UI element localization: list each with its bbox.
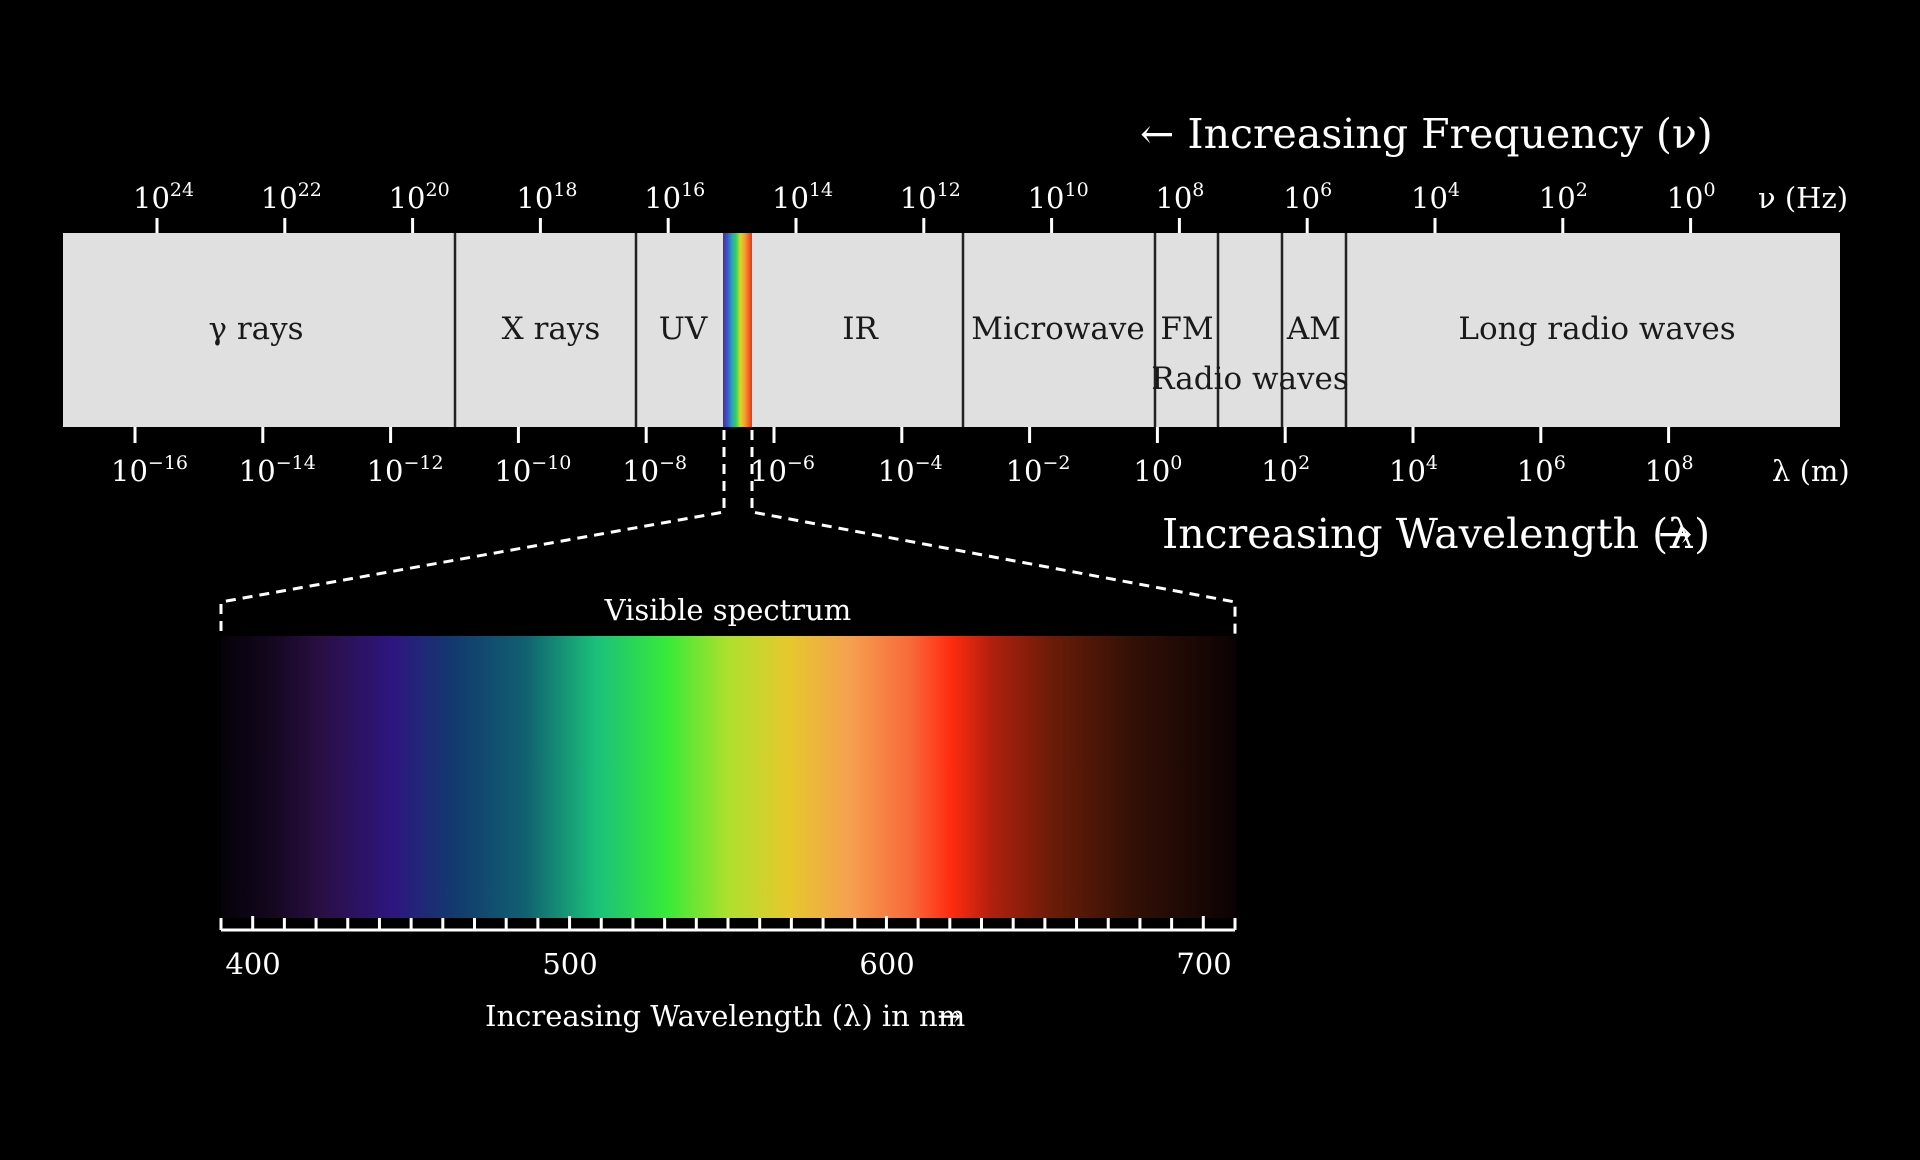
wavelength-tick-label: 10−4 [878,452,943,488]
wavelength-tick-label: 10−12 [367,452,444,488]
band-label-radio-waves: Radio waves [1151,361,1349,397]
wavelength-unit-label: λ (m) [1772,454,1850,488]
frequency-tick-label: 1018 [516,179,577,215]
zoom-line-right [750,430,1237,636]
wavelength-tick-label: 106 [1517,452,1566,488]
spectrum-band-strip: γ rays X rays UV IR Microwave FM AM Radi… [63,233,1840,427]
wavelength-tick-label: 102 [1261,452,1310,488]
visible-axis-arrow: → [937,999,961,1033]
frequency-tick-label: 102 [1539,179,1588,215]
wavelength-axis: 10−16 10−14 10−12 10−10 10−8 10−6 10−4 10−2 100 1… [111,427,1694,488]
wavelength-direction-arrow: → [1658,510,1692,558]
frequency-tick-label: 1022 [261,179,322,215]
frequency-tick-label: 1010 [1028,179,1089,215]
band-label-gamma-rays: γ rays [208,311,303,347]
wavelength-tick-label: 108 [1645,452,1694,488]
wavelength-tick-label: 10−14 [239,452,316,488]
wavelength-tick-label: 100 [1133,452,1182,488]
visible-tick-label-500: 500 [542,947,597,981]
visible-tick-label-600: 600 [859,947,914,981]
frequency-tick-label: 106 [1283,179,1332,215]
frequency-tick-label: 1020 [389,179,450,215]
visible-band-rainbow [723,233,752,427]
frequency-tick-label: 108 [1155,179,1204,215]
band-label-ir: IR [842,311,879,347]
visible-spectrum-gradient [221,636,1235,918]
frequency-tick-label: 1012 [900,179,961,215]
frequency-axis: 1024 1022 1020 1018 1016 1014 1012 1010 108 106 10… [133,179,1716,233]
band-label-x-rays: X rays [502,311,601,347]
band-label-uv: UV [659,311,708,347]
band-label-fm: FM [1160,311,1213,347]
zoom-line-left [219,430,726,636]
frequency-tick-label: 1014 [772,179,833,215]
frequency-tick-label: 104 [1411,179,1460,215]
frequency-direction-label: ← Increasing Frequency (ν) [1140,110,1713,158]
visible-wavelength-axis [219,916,1237,932]
wavelength-tick-label: 10−16 [111,452,188,488]
visible-axis-label: Increasing Wavelength (λ) in nm [485,999,965,1033]
frequency-tick-label: 1024 [133,179,194,215]
wavelength-tick-label: 10−2 [1006,452,1071,488]
wavelength-tick-label: 104 [1389,452,1438,488]
zoom-connector [219,430,1237,636]
visible-tick-label-400: 400 [225,947,280,981]
frequency-tick-label: 1016 [644,179,705,215]
wavelength-tick-label: 10−10 [494,452,571,488]
wavelength-direction-label: Increasing Wavelength (λ) [1162,510,1710,558]
frequency-tick-label: 100 [1667,179,1716,215]
visible-spectrum-title: Visible spectrum [604,593,852,627]
band-label-long-radio-waves: Long radio waves [1458,311,1735,347]
band-label-microwave: Microwave [971,311,1144,347]
wavelength-tick-label: 10−6 [750,452,815,488]
frequency-unit-label: ν (Hz) [1758,181,1848,215]
band-strip-background [63,233,1840,427]
visible-tick-label-700: 700 [1176,947,1231,981]
wavelength-tick-label: 10−8 [622,452,687,488]
band-label-am: AM [1286,311,1341,347]
